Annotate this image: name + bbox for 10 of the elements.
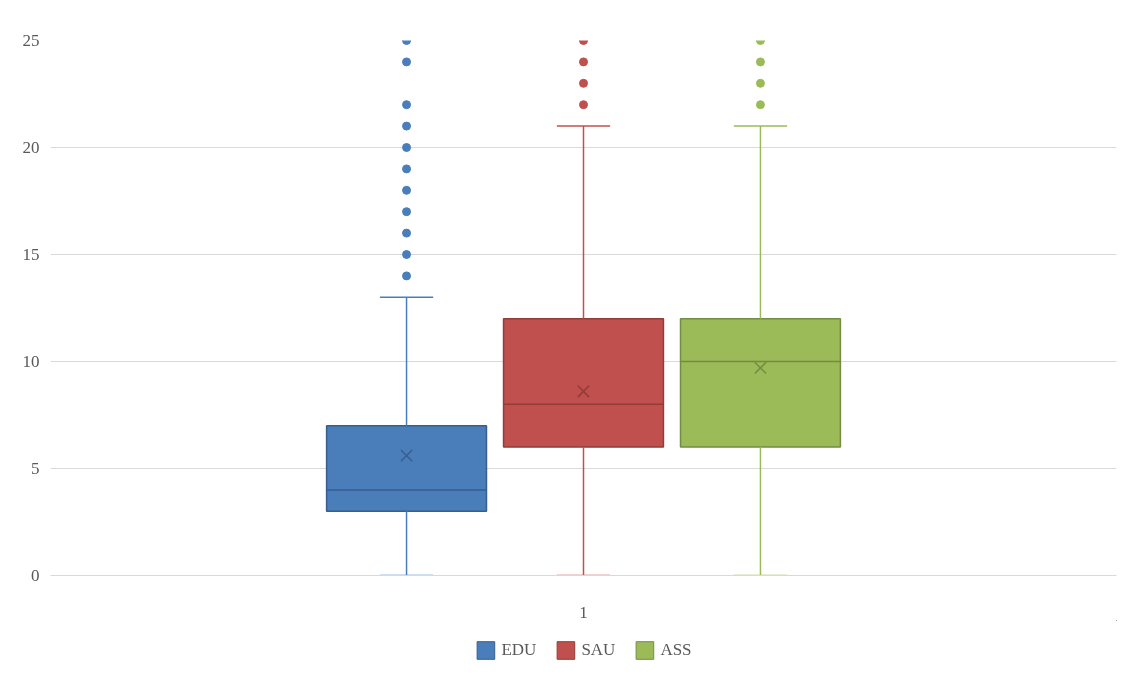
y-tick-label: 5: [31, 459, 40, 478]
y-tick-label: 15: [22, 245, 40, 264]
x-tick-label: 1: [579, 602, 588, 622]
y-tick-label: 25: [22, 31, 40, 50]
y-tick-label: 0: [31, 566, 40, 585]
y-tick-label: 10: [22, 352, 40, 371]
legend-label: EDU: [501, 640, 537, 660]
y-tick-label: 20: [22, 138, 40, 157]
legend-label: SAU: [581, 640, 616, 660]
legend-label: ASS: [660, 640, 692, 660]
